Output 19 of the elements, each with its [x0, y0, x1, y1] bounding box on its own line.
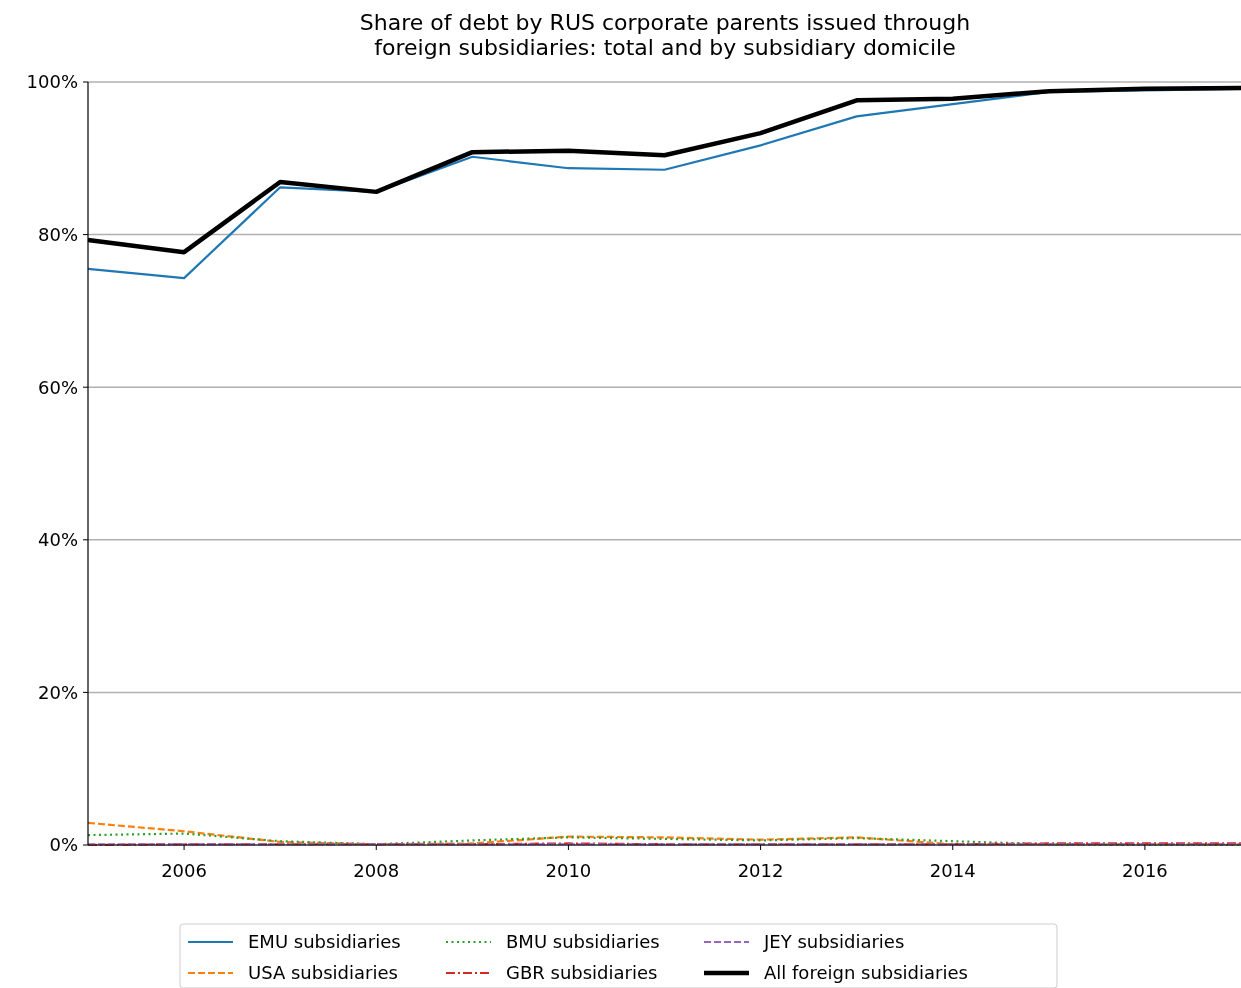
- y-tick-label: 100%: [26, 71, 78, 93]
- y-tick-label: 80%: [37, 223, 78, 245]
- y-tick-label: 0%: [49, 834, 78, 856]
- y-tick-label: 60%: [37, 376, 78, 398]
- legend-label: BMU subsidiaries: [506, 931, 660, 953]
- x-tick-label: 2010: [545, 860, 592, 881]
- y-tick-label: 40%: [37, 529, 78, 551]
- legend-label: GBR subsidiaries: [506, 962, 658, 984]
- x-tick-label: 2016: [1122, 860, 1168, 881]
- x-tick-label: 2012: [737, 860, 784, 881]
- x-tick-label: 2006: [161, 860, 207, 881]
- legend-label: EMU subsidiaries: [248, 931, 401, 953]
- legend-label: All foreign subsidiaries: [764, 962, 968, 984]
- y-tick-label: 20%: [37, 681, 78, 703]
- legend-label: JEY subsidiaries: [763, 931, 905, 953]
- chart-title: Share of debt by RUS corporate parents issued through foreign subsidiaries: total and by subsidiary domicile: [359, 10, 971, 60]
- x-tick-label: 2008: [353, 860, 400, 881]
- legend-label: USA subsidiaries: [248, 962, 398, 984]
- x-tick-label: 2014: [929, 860, 976, 881]
